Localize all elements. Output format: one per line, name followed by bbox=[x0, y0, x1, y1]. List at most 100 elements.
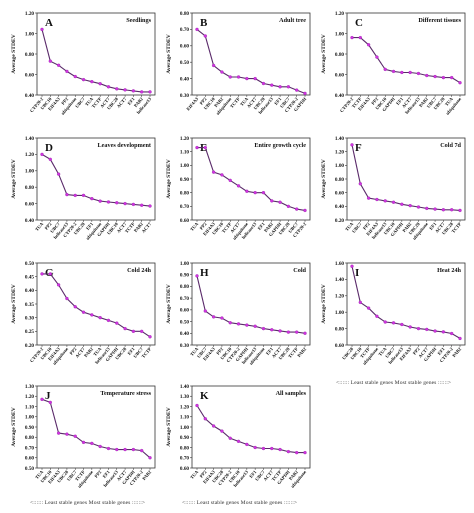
chart-j-point bbox=[56, 431, 61, 435]
chart-d-point bbox=[90, 197, 94, 201]
chart-a-letter: A bbox=[45, 17, 53, 29]
chart-d-point bbox=[81, 193, 86, 198]
chart-f-frame bbox=[346, 137, 466, 221]
chart-f-point bbox=[450, 208, 454, 212]
chart-f-point bbox=[375, 197, 379, 202]
chart-h-point bbox=[278, 329, 282, 333]
chart-c-xtick-label: TUA bbox=[444, 96, 455, 107]
chart-h-title: Cold bbox=[293, 267, 306, 274]
chart-k-ylabel: Average STDEV bbox=[166, 407, 172, 447]
chart-h-ytick-label: 0.40 bbox=[180, 331, 189, 337]
chart-g-point bbox=[40, 272, 44, 276]
chart-f-point bbox=[441, 208, 446, 212]
chart-a-ylabel: Average STDEV bbox=[11, 34, 17, 74]
chart-g-point bbox=[65, 296, 69, 301]
chart-d-ytick-label: 0.40 bbox=[25, 218, 34, 224]
chart-b-ytick-label: 0.30 bbox=[180, 93, 189, 99]
chart-b-letter: B bbox=[200, 17, 208, 29]
chart-a-point bbox=[123, 88, 127, 92]
chart-h-ytick-label: 1.00 bbox=[180, 261, 189, 267]
chart-e-ytick-label: 0.60 bbox=[180, 218, 189, 224]
chart-i-ytick-label: 0.80 bbox=[335, 326, 344, 332]
chart-a-xtick-label: TCTP bbox=[91, 96, 103, 109]
chart-g-ylabel: Average STDEV bbox=[11, 284, 17, 324]
chart-i-title: Heat 24h bbox=[437, 267, 461, 274]
chart-f-point bbox=[383, 199, 387, 203]
chart-k-ytick-label: 1.10 bbox=[180, 415, 189, 421]
chart-g-xtick-label: EF1 bbox=[127, 346, 137, 356]
chart-f-point bbox=[350, 143, 354, 147]
chart-e-xtick-label: EF1 bbox=[257, 221, 267, 231]
chart-f-ytick-label: 0.60 bbox=[335, 190, 344, 196]
chart-c-letter: C bbox=[355, 17, 363, 29]
chart-c-xtick-label: UBC7 bbox=[426, 96, 438, 109]
chart-e-xtick-label: PP2 bbox=[199, 221, 208, 231]
chart-j-ytick-label: 0.70 bbox=[25, 445, 34, 451]
chart-j-ytick-label: 0.60 bbox=[25, 456, 34, 462]
chart-h-xtick-label: UBC7 bbox=[196, 346, 208, 359]
chart-c-point bbox=[433, 74, 437, 79]
chart-i-xtick-label: UBC7 bbox=[384, 346, 396, 359]
chart-k-point bbox=[236, 439, 241, 444]
chart-h-ylabel: Average STDEV bbox=[166, 284, 172, 324]
chart-k-ytick-label: 0.70 bbox=[180, 456, 189, 462]
chart-b-point bbox=[220, 70, 224, 74]
chart-a-xtick-label: ACT7 bbox=[116, 96, 128, 109]
chart-k-point bbox=[295, 450, 299, 455]
chart-e-point bbox=[303, 208, 307, 213]
chart-h-point bbox=[270, 328, 274, 332]
chart-j-xtick-label: TCTP bbox=[74, 469, 86, 482]
chart-f-ytick-label: 0.80 bbox=[335, 177, 344, 183]
chart-k-title: All samples bbox=[276, 390, 307, 397]
chart-e-xtick-label: TUA bbox=[189, 221, 200, 232]
chart-i-ytick-label: 1.60 bbox=[335, 261, 344, 267]
chart-f-letter: F bbox=[355, 142, 362, 154]
chart-g-xtick-label: PAB2 bbox=[83, 346, 94, 358]
chart-j-point bbox=[81, 440, 86, 445]
chart-g-point bbox=[56, 283, 61, 287]
chart-k-ytick-label: 0.90 bbox=[180, 435, 189, 441]
chart-c-xtick-label: PAB2 bbox=[418, 96, 429, 108]
chart-k-point bbox=[220, 429, 224, 433]
chart-i-point bbox=[450, 331, 454, 336]
chart-b-series-line bbox=[196, 28, 306, 94]
chart-d-title: Leaves development bbox=[98, 142, 152, 149]
chart-d-point bbox=[48, 157, 52, 161]
chart-f-point bbox=[425, 206, 429, 211]
chart-d-xtick-label: PAB2 bbox=[133, 221, 144, 233]
chart-b-point bbox=[245, 76, 249, 81]
chart-j-xtick-label: UBC7 bbox=[66, 469, 78, 482]
chart-e-series-line bbox=[197, 147, 306, 211]
chart-g-xtick-label: TUA bbox=[92, 346, 103, 357]
chart-i-point bbox=[416, 326, 421, 331]
chart-i-point bbox=[350, 264, 354, 268]
chart-d-point bbox=[65, 192, 69, 197]
chart-j-ytick-label: 0.50 bbox=[25, 466, 34, 472]
chart-i-xtick-label: TUA bbox=[377, 346, 388, 357]
chart-j-ytick-label: 1.30 bbox=[25, 384, 34, 390]
chart-h-point bbox=[286, 330, 291, 334]
chart-e-point bbox=[236, 184, 241, 188]
chart-i-point bbox=[391, 321, 396, 325]
legend-note-center: <:::::: Least stable genes Most stable g… bbox=[182, 500, 298, 506]
chart-i-point bbox=[366, 306, 371, 310]
chart-i-point bbox=[458, 336, 462, 341]
chart-c-point bbox=[350, 35, 354, 40]
chart-h-ytick-label: 0.90 bbox=[180, 273, 189, 279]
chart-j-ylabel: Average STDEV bbox=[11, 407, 17, 447]
chart-d-ylabel: Average STDEV bbox=[11, 159, 17, 199]
chart-c-point bbox=[366, 43, 371, 47]
chart-a-point bbox=[148, 90, 152, 94]
chart-b-xtick-label: TUA bbox=[239, 96, 250, 107]
chart-f-point bbox=[433, 207, 437, 211]
chart-c-ytick-label: 0.80 bbox=[335, 52, 344, 58]
chart-f-xtick-label: ACT7 bbox=[434, 221, 446, 234]
chart-g-point bbox=[48, 272, 52, 276]
chart-f-xtick-label: PP2 bbox=[362, 221, 371, 231]
chart-b-point bbox=[211, 63, 216, 68]
chart-c-point bbox=[458, 81, 462, 85]
chart-d-xtick-label: UBC7 bbox=[49, 221, 61, 234]
chart-f-point bbox=[408, 203, 412, 208]
chart-g-ytick-label: 0.40 bbox=[25, 288, 34, 294]
